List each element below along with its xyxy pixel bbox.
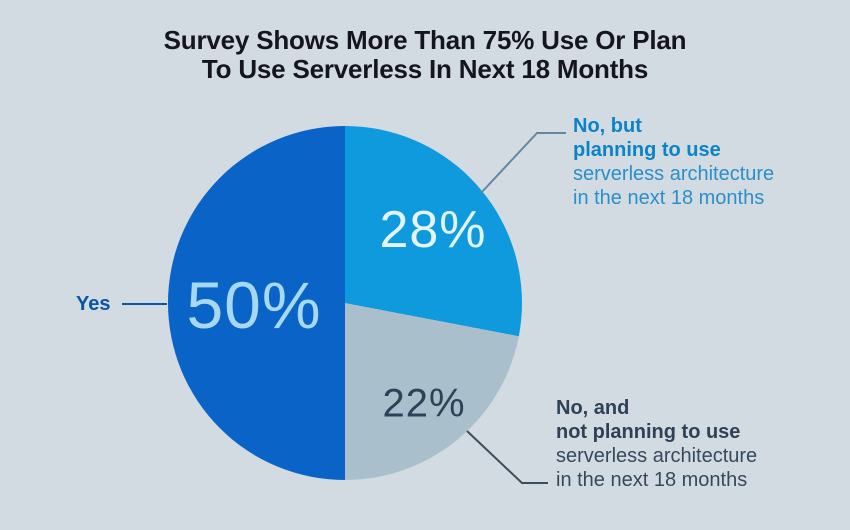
label-planning-line4: in the next 18 months xyxy=(573,187,765,209)
slice-value-planning: 28% xyxy=(379,201,487,259)
callout-line-not-planning xyxy=(466,430,548,484)
slice-value-yes: 50% xyxy=(186,268,322,342)
pie-chart xyxy=(168,126,522,480)
chart-title-line2: To Use Serverless In Next 18 Months xyxy=(201,54,649,84)
label-not-planning-line4: in the next 18 months xyxy=(556,469,748,491)
label-yes: Yes xyxy=(76,293,111,315)
callout-line-planning xyxy=(480,132,566,194)
label-not-planning-line1: No, and xyxy=(556,397,630,419)
label-not-planning-line2: not planning to use xyxy=(556,421,741,443)
chart-title-line1: Survey Shows More Than 75% Use Or Plan xyxy=(163,25,687,55)
label-not-planning: No, and not planning to use serverless a… xyxy=(556,396,757,492)
label-planning-line3: serverless architecture xyxy=(573,163,775,185)
chart-title: Survey Shows More Than 75% Use Or Plan T… xyxy=(0,26,850,84)
label-planning: No, but planning to use serverless archi… xyxy=(573,114,774,210)
slice-value-not-planning: 22% xyxy=(382,381,466,426)
label-planning-line1: No, but xyxy=(573,115,642,137)
label-not-planning-line3: serverless architecture xyxy=(556,445,758,467)
label-planning-line2: planning to use xyxy=(573,139,721,161)
